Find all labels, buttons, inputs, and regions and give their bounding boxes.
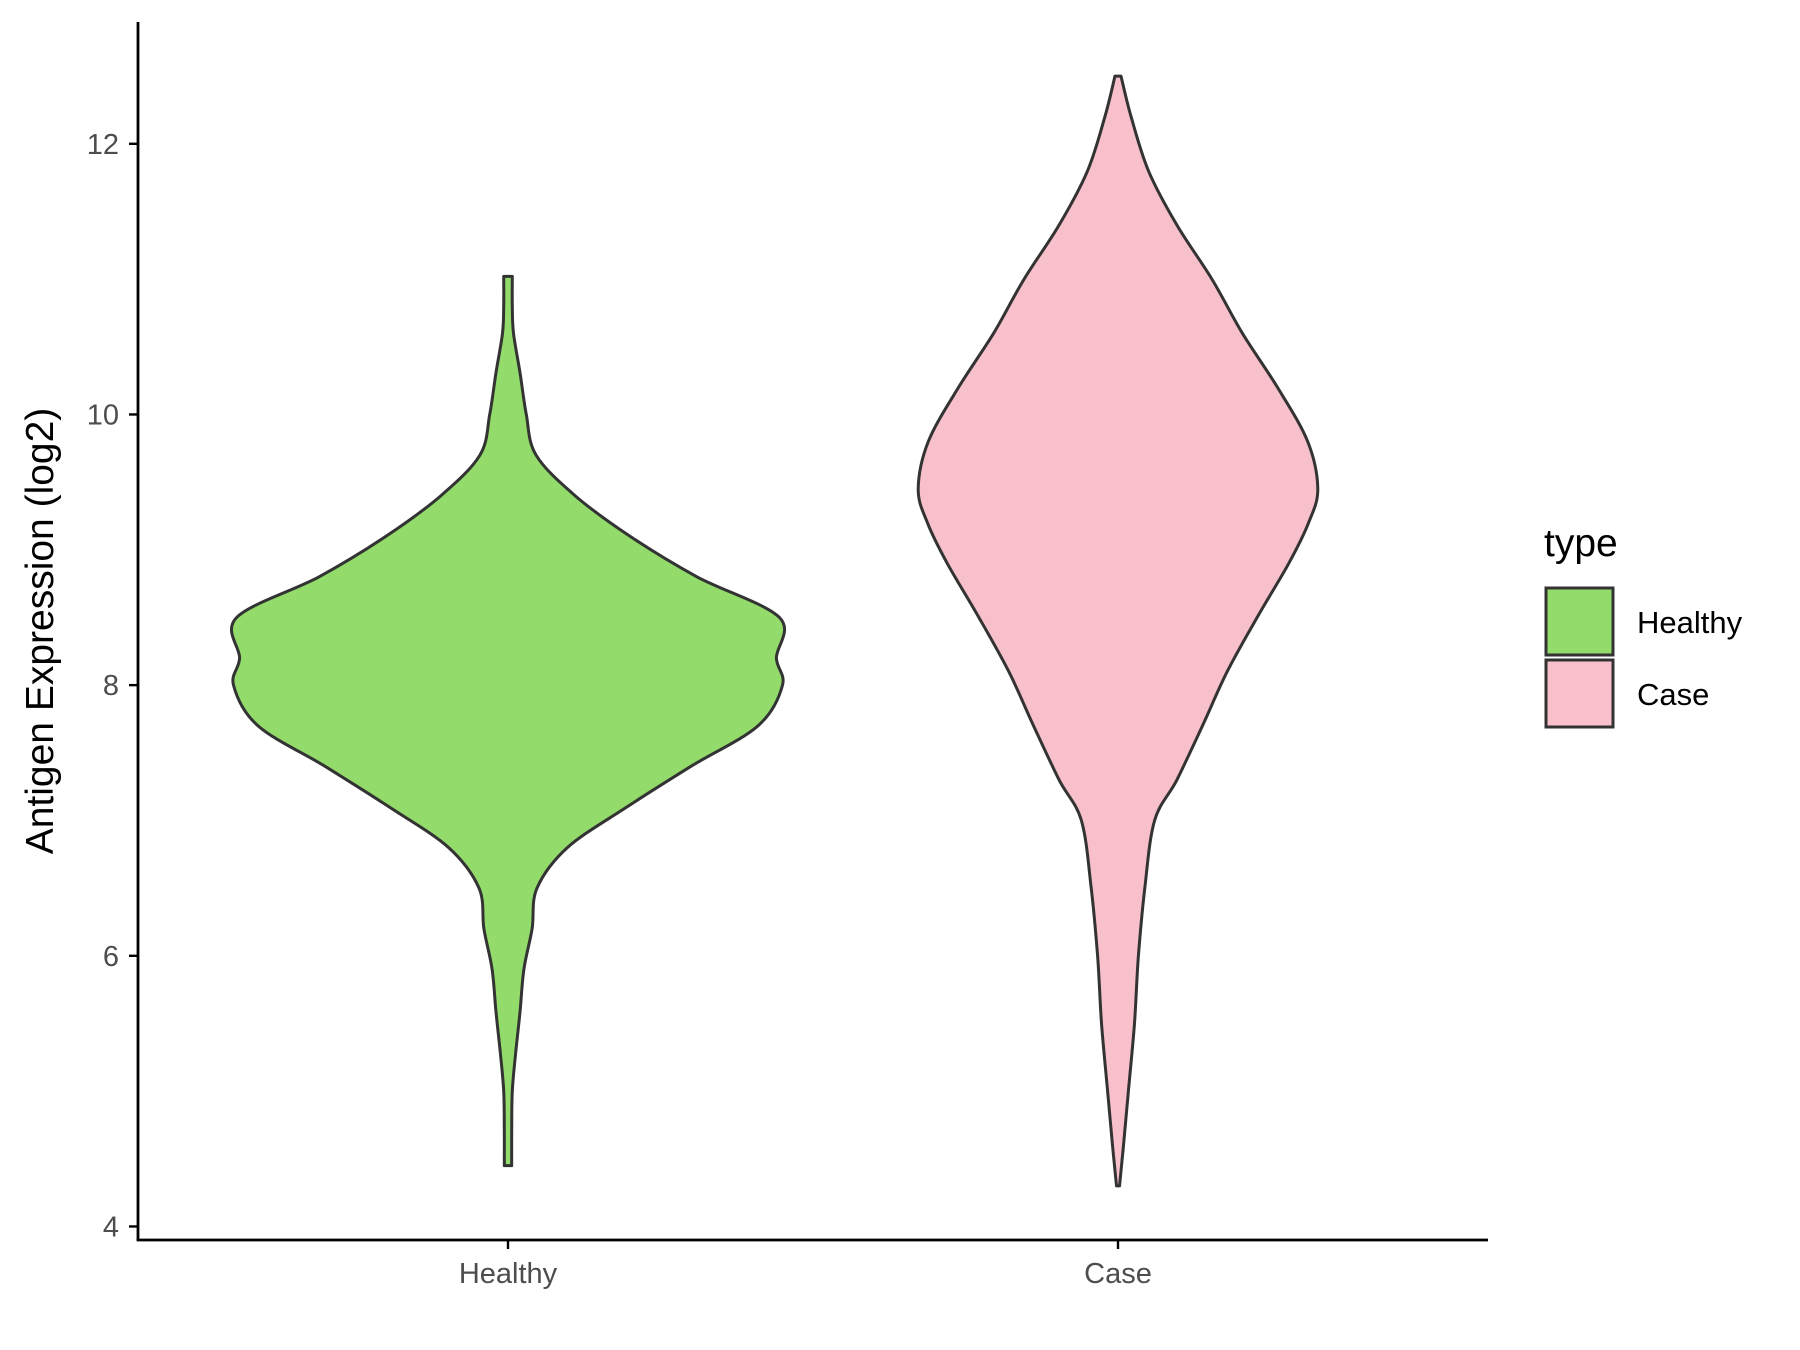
violin-layer bbox=[230, 74, 1320, 1188]
y-axis-title: Antigen Expression (log2) bbox=[19, 408, 62, 855]
legend: type Healthy Case bbox=[1544, 522, 1743, 729]
y-tick-label: 4 bbox=[103, 1211, 119, 1243]
legend-title: type bbox=[1544, 522, 1618, 565]
legend-label: Healthy bbox=[1637, 605, 1743, 640]
x-tick-label: Case bbox=[1084, 1258, 1152, 1290]
violin-healthy bbox=[230, 274, 787, 1168]
axes: 4 6 8 10 12 Healthy Case bbox=[87, 22, 1488, 1290]
y-tick-label: 10 bbox=[87, 399, 119, 431]
x-ticks: Healthy Case bbox=[459, 1240, 1152, 1290]
y-tick-label: 6 bbox=[103, 941, 119, 973]
legend-swatch bbox=[1544, 658, 1615, 729]
legend-swatch bbox=[1544, 586, 1615, 657]
y-ticks: 4 6 8 10 12 bbox=[87, 129, 138, 1243]
y-tick-label: 12 bbox=[87, 129, 119, 161]
x-tick-label: Healthy bbox=[459, 1258, 558, 1290]
legend-label: Case bbox=[1637, 677, 1709, 712]
violin-case bbox=[916, 74, 1320, 1188]
y-tick-label: 8 bbox=[103, 670, 119, 702]
